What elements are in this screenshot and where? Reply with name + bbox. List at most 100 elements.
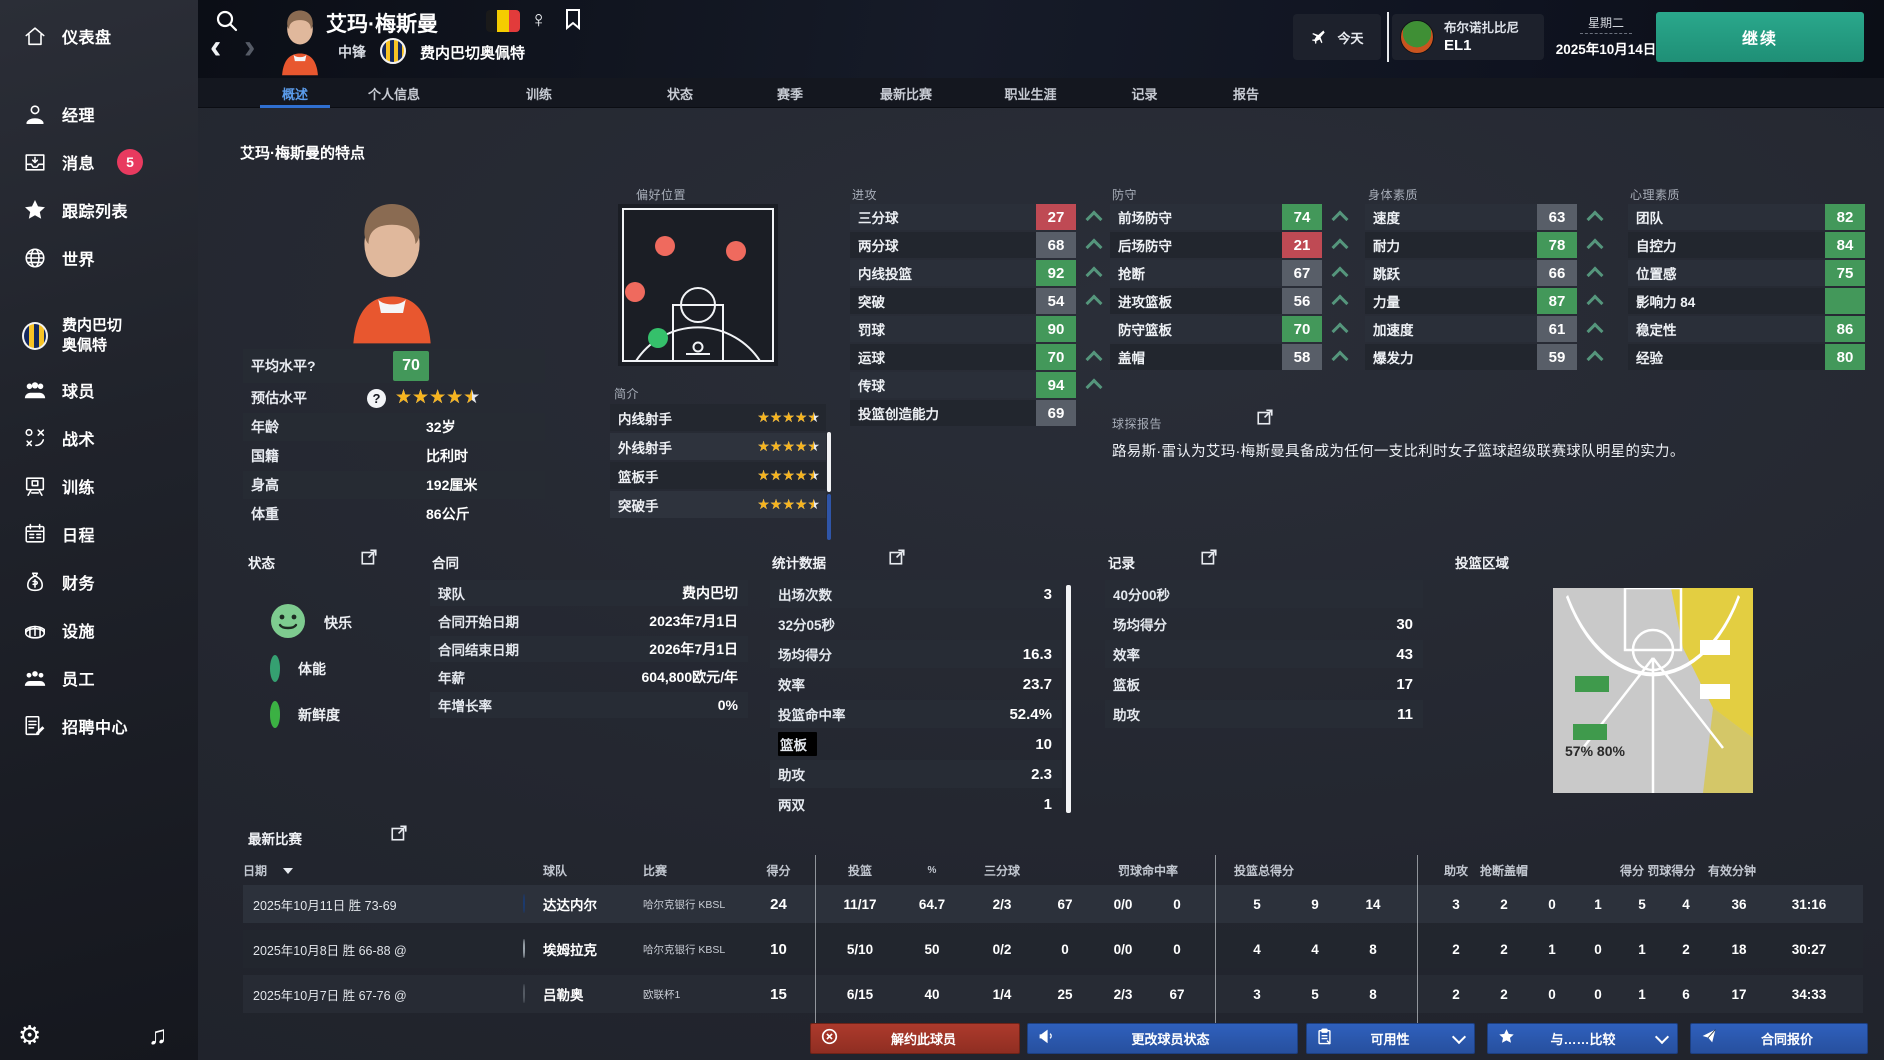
sidebar-item-label: 招聘中心 [62,720,129,737]
change-status-button[interactable]: 更改球员状态 [1027,1023,1298,1054]
club-crest [22,322,48,350]
player-name: 艾玛·梅斯曼 [326,13,438,36]
data-row-label: 合同结束日期 [438,643,519,658]
attribute-row: 团队 82 [1628,204,1865,230]
release-player-button[interactable]: 解约此球员 [810,1023,1020,1054]
sidebar-item-world[interactable]: 世界 [0,234,198,282]
match-stat: 0 [1173,896,1181,912]
star-icon: ★★ [794,495,808,512]
airplane-icon [1312,30,1326,44]
profile-row-value: 192厘米 [426,477,478,493]
compare-with-button[interactable]: 与……比较 [1487,1023,1678,1054]
column-header-steals-blocks: 抢断盖帽 [1480,863,1529,878]
sidebar-item-dashboard[interactable]: 仪表盘 [0,12,198,60]
column-header-date[interactable]: 日期 [243,862,505,879]
match-row[interactable]: 2025年10月11日 胜 73-69 达达内尔 哈尔克银行 KBSL 24 11/17… [243,885,1863,923]
trend-up-icon [1586,350,1604,368]
sidebar-item-club[interactable]: 费内巴切 奥佩特 [0,306,198,366]
intro-scrollbar[interactable] [827,432,831,492]
megaphone-icon [1038,1028,1054,1049]
match-row[interactable]: 2025年10月7日 胜 67-76 @ 吕勒奥 欧联杯1 15 6/15 40 1/4 25… [243,975,1863,1013]
attribute-label: 加速度 [1373,323,1414,338]
attribute-row-strip: 突破 [850,288,1036,314]
help-question-icon[interactable]: ? [367,388,386,408]
status-open-icon[interactable] [360,548,378,566]
matches-open-icon[interactable] [390,824,408,842]
tab-概述[interactable]: 概述 [256,78,334,108]
sidebar-item-tactics[interactable]: 战术 [0,414,198,462]
preferred-position-label: 偏好位置 [636,188,687,202]
data-row: 助攻 2.3 [770,760,1062,788]
tab-报告[interactable]: 报告 [1232,86,1259,102]
tab-记录[interactable]: 记录 [1131,86,1158,102]
trend-up-icon [1331,266,1349,284]
tab-训练[interactable]: 训练 [525,86,552,102]
sidebar-item-messages[interactable]: 消息 5 [0,138,198,186]
sidebar-item-facilities[interactable]: 设施 [0,606,198,654]
trend-up-icon [1085,294,1103,312]
chevron-down-icon [1451,1029,1467,1044]
happy-face-icon [270,603,306,644]
tab-职业生涯[interactable]: 职业生涯 [1004,86,1057,102]
star-icon: ★★ [463,387,481,408]
tab-最新比赛[interactable]: 最新比赛 [879,86,932,102]
attribute-row-strip: 抢断 [1110,260,1282,286]
sidebar-item-staff[interactable]: 员工 [0,654,198,702]
availability-button[interactable]: 可用性 [1306,1023,1475,1054]
stats-open-icon[interactable] [888,548,906,566]
scout-report-text: 路易斯·雷认为艾玛·梅斯曼具备成为任何一支比利时女子篮球超级联赛球队明星的实力。 [1112,444,1685,460]
match-row[interactable]: 2025年10月8日 胜 66-88 @ 埃姆拉克 哈尔克银行 KBSL 10 5/10… [243,930,1863,968]
sidebar-item-players[interactable]: 球员 [0,366,198,414]
music-note-icon[interactable]: ♫ [148,1020,168,1050]
status-items: 快乐 体能 新鲜度 [270,600,352,738]
stats-label: 统计数据 [772,556,826,571]
star-icon: ★★ [412,387,430,408]
match-stat: 0 [1061,941,1069,957]
trend-up-icon [1085,238,1103,256]
contract-offer-button[interactable]: 合同报价 [1690,1023,1868,1054]
search-icon[interactable] [214,8,240,39]
sidebar-item-finance[interactable]: 财务 [0,558,198,606]
attribute-value: 74 [1282,204,1322,230]
stats-scrollbar[interactable] [1066,585,1071,813]
players-icon [22,377,48,403]
chevron-right-icon[interactable]: › [244,28,256,66]
data-row-label: 效率 [778,678,805,693]
game-date: 星期二 2025年10月14日 [1550,14,1662,58]
settings-gear-icon[interactable]: ⚙ [18,1020,42,1050]
attribute-row-strip: 稳定性 [1628,316,1825,342]
match-stat: 4 [1682,896,1690,912]
attribute-label: 内线投篮 [858,267,912,282]
next-opponent[interactable]: 布尔诺扎比尼 EL1 [1392,14,1544,60]
star-icon: ★★ [769,495,783,512]
estimated-level-stars: ★★★★★★★★★★ [395,388,480,408]
sidebar-item-training[interactable]: 训练 [0,462,198,510]
continue-button[interactable]: 继续 [1656,12,1864,62]
shot-zones-label: 投篮区域 [1455,556,1509,571]
attribute-value: 58 [1282,344,1322,370]
sidebar-item-watchlist[interactable]: 跟踪列表 [0,186,198,234]
chevron-left-icon[interactable]: ‹ [210,28,222,66]
tab-赛季[interactable]: 赛季 [776,86,803,102]
sidebar-item-recruitment[interactable]: 招聘中心 [0,702,198,750]
sidebar-item-schedule[interactable]: 日程 [0,510,198,558]
records-open-icon[interactable] [1200,548,1218,566]
scout-report-open-icon[interactable] [1256,408,1274,426]
sidebar-item-manager[interactable]: 经理 [0,90,198,138]
bookmark-icon[interactable] [564,8,582,35]
stats-rows: 出场次数 3 32分05秒 场均得分 16.3 效率 23.7 投篮命中率 52.4% 篮板 10 助… [770,580,1062,820]
match-team: 吕勒奥 [543,988,584,1003]
shot-zones-court: 57% 80% [1553,586,1753,798]
page-title: 艾玛·梅斯曼的特点 [240,145,365,162]
tab-个人信息[interactable]: 个人信息 [367,86,420,102]
trend-up-icon [1331,322,1349,340]
match-competition: 欧联杯1 [643,988,681,1001]
attribute-value: 80 [1825,344,1865,370]
tab-状态[interactable]: 状态 [666,86,693,102]
star-icon: ★★ [807,408,820,425]
attribute-row-strip: 爆发力 [1365,344,1537,370]
profile-row-value: 比利时 [426,448,468,464]
freshness-ring-icon [270,701,280,728]
attribute-row: 稳定性 86 [1628,316,1865,342]
travel-today-button[interactable]: 今天 [1293,14,1381,60]
